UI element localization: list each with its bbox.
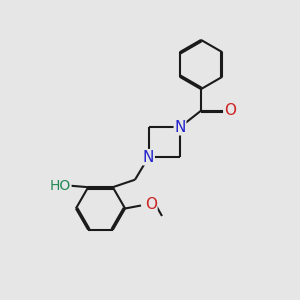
Text: O: O	[224, 103, 236, 118]
Text: N: N	[174, 120, 186, 135]
Text: N: N	[143, 150, 154, 165]
Text: HO: HO	[50, 179, 71, 193]
Text: O: O	[145, 197, 157, 212]
